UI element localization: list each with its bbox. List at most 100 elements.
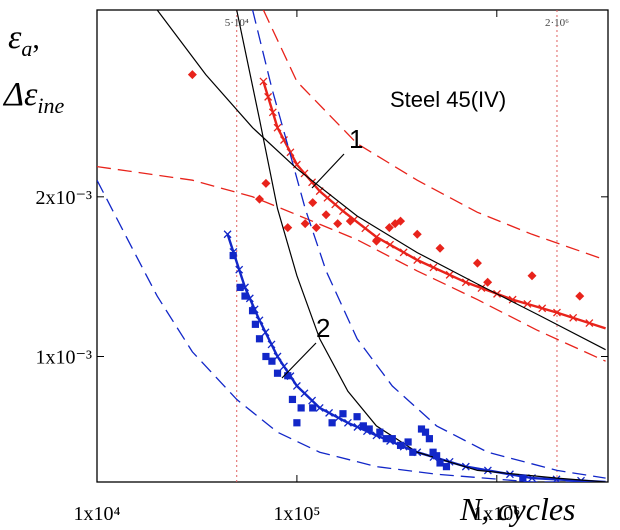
fit-marker-x [399,248,408,257]
y-axis-label-line1: εa, [8,19,40,61]
y-label-sub-ine: ine [37,93,64,118]
x-tick-label-2: 1x10⁶ [473,503,520,525]
s2_points-point [229,251,237,260]
fit-marker-x [280,362,288,371]
fit-marker-x [508,295,517,304]
s1_points-point [435,243,445,253]
fit-marker-x [235,265,244,274]
curve-labels: 12 [281,124,363,379]
s2_points-point [433,452,441,460]
curve-label-1: 1 [349,124,363,154]
fit-marker-x [538,304,547,313]
chart-labels: Steel 45(IV) εa, Δεine N, cycles [2,19,576,527]
reference-line-label-0: 5·10⁴ [225,17,249,29]
fit-marker-x [585,319,594,328]
curve-label-2: 2 [316,313,330,343]
fit-blue_band_lower [97,179,606,482]
fit-black_1 [156,10,606,351]
fit-marker-x [223,230,232,239]
s2_points-point [339,410,347,418]
s1_points-point [261,178,271,188]
fit-marker-x [325,408,334,417]
fit-black_2 [236,10,606,482]
s2_points-point [297,404,305,412]
fit-marker-x [461,278,470,287]
s2_points-point [284,372,292,380]
s1_points-point [300,219,310,229]
fit-marker-x [429,263,438,272]
fit-marker-x [361,224,370,233]
s1_points-point [311,223,321,233]
s1_points-point [472,258,482,268]
s2_points-point [248,307,257,315]
y-label-sub-a: a [21,36,32,61]
s1_points-point [483,277,493,287]
s2_points-point [288,395,297,404]
curve-label-leader-1 [311,153,345,189]
s1_points-point [333,219,343,229]
fit-marker-x [386,240,395,249]
fit-blue_band_upper [251,10,606,479]
x-tick-label-0: 1x10⁴ [74,503,121,525]
s2_points-point [268,357,276,365]
s1_points-point [254,194,264,204]
curve-label-leader-2 [281,342,317,379]
s2_points-point [251,320,259,328]
s2_points-point [388,435,396,443]
y-label-epsilon: ε [8,19,22,56]
fit-marker-x [553,308,561,317]
fit-marker-x [577,476,585,482]
s1_points-point [187,70,197,80]
s2_points-point [409,448,417,456]
reference-line-label-1: 2·10⁶ [545,17,569,29]
fit-marker-x [413,256,422,265]
reference-lines [236,10,558,482]
s2_points-point [365,425,373,433]
fit-marker-x [267,340,276,349]
s2_points-point [255,335,264,343]
fit-blue_fit [226,233,606,482]
x-axis-label: N, cycles [459,491,576,527]
fit-marker-x [483,466,492,475]
fit-marker-x [445,270,454,279]
s2_points-point [396,441,405,449]
fit-marker-x [315,403,324,412]
s2_points-point [436,459,444,467]
s1_points-point [396,216,406,226]
s1_points-point [575,291,585,301]
s2_points-point [359,422,367,430]
fit-marker-x [339,207,347,216]
fit-marker-x [264,92,273,101]
x-label-rest: , cycles [481,491,575,527]
s2_points-point [404,438,412,446]
s2_points-point [382,435,390,443]
fit-marker-x [308,396,317,405]
fit-marker-x [300,389,309,398]
s1_points-point [384,223,394,233]
y-label-comma: , [32,22,40,55]
s2_points-point [353,413,361,421]
s2_points-point [421,428,430,436]
s2_points-point [273,369,282,377]
s2_points-point [425,435,433,443]
s1_points-point [321,210,331,220]
s1_points-point [308,198,318,208]
plot-frame [96,9,609,483]
s2_points-point [293,419,301,427]
s1_points-point [345,216,355,226]
x-tick-label-1: 1x10⁵ [273,503,320,525]
s2_points-point [236,283,244,291]
fit-red_band_lower [97,165,606,362]
s1_points-point [412,229,422,239]
s2_points-point [376,428,384,436]
s2_points-point [519,474,527,482]
fit-marker-x [286,148,295,157]
s2_points-point [309,404,317,412]
s2_points-point [241,292,249,300]
x-label-n: N [459,491,483,527]
chart-title: Steel 45(IV) [390,87,506,112]
s2_points-point [262,352,270,361]
y-axis-label-line2: Δεine [2,76,64,118]
s2_points-point [442,463,451,471]
